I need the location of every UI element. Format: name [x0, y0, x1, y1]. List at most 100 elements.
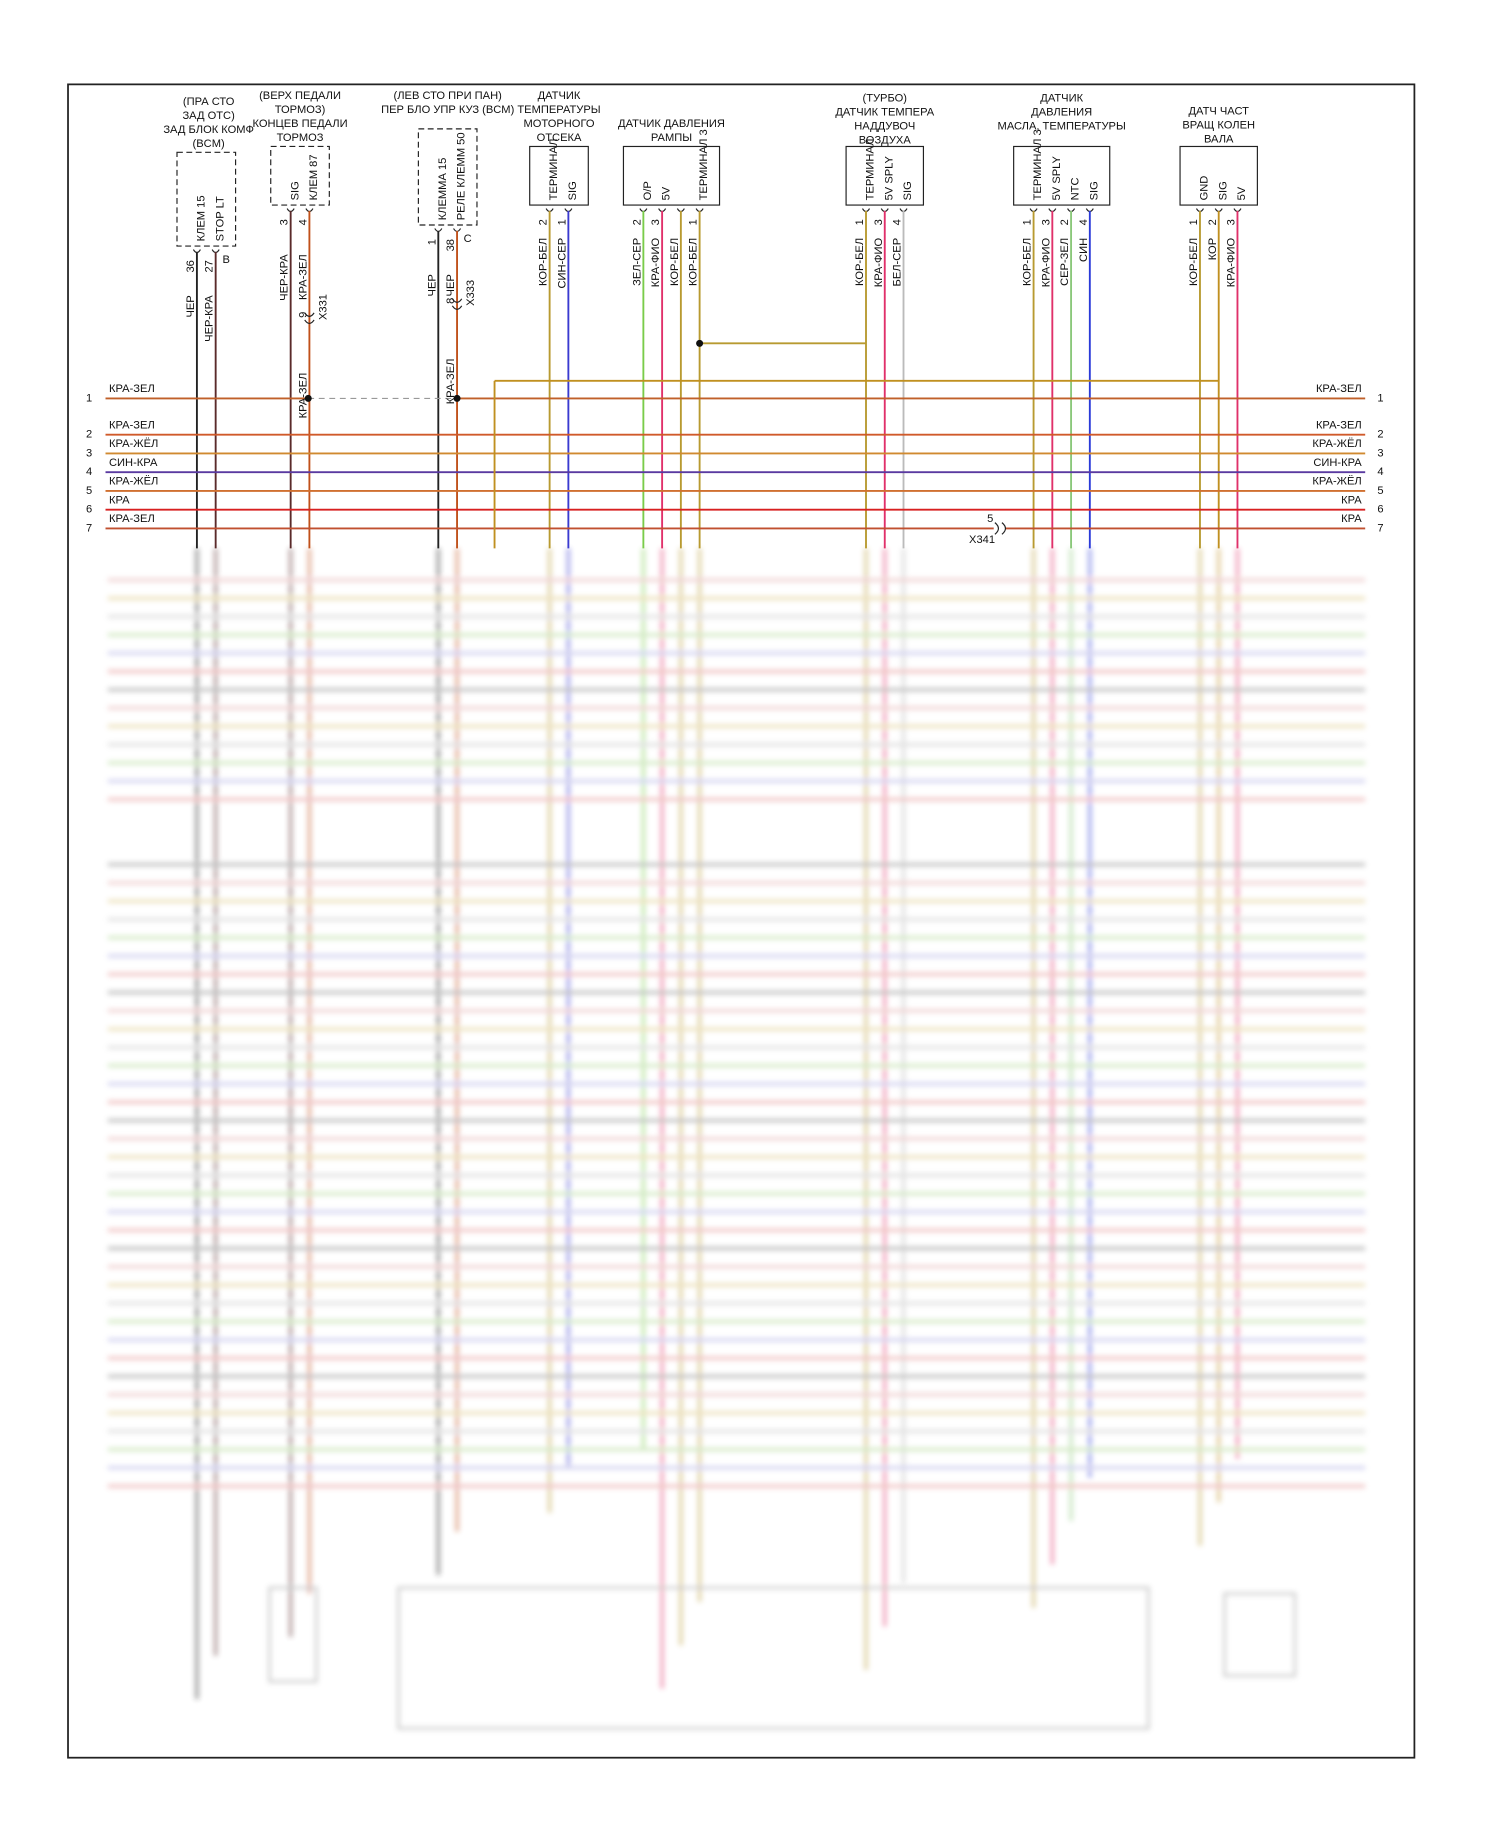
- component-title: ОТСЕКА: [537, 132, 582, 144]
- wire-label: КРА-ЗЕЛ: [297, 254, 309, 300]
- wire-label: СИН: [1078, 238, 1090, 262]
- module-box: [1223, 1592, 1297, 1677]
- inline-connector: [994, 522, 1007, 535]
- bus-number: 6: [1377, 504, 1383, 516]
- component-title: РАМПЫ: [651, 132, 692, 144]
- component-title: ДАТЧИК: [1040, 92, 1083, 104]
- bus-label: КРА-ЖЁЛ: [1312, 476, 1361, 488]
- inline-connector: [304, 312, 315, 324]
- connector-name: X333: [465, 280, 477, 306]
- wire-label: КРА-ФИО: [873, 238, 885, 288]
- pin-number: 1: [556, 219, 568, 225]
- bus-number: 2: [86, 429, 92, 441]
- component-title: ЗАД ОТС): [182, 110, 235, 122]
- bus-label: СИН-КРА: [1313, 457, 1362, 469]
- pin-name: SIG: [567, 181, 579, 200]
- pin-name: ТЕРМИНАЛ 3: [1032, 129, 1044, 200]
- bus-number: 1: [86, 392, 92, 404]
- pin-name: 5V: [1236, 186, 1248, 200]
- connector-name: X331: [317, 294, 329, 320]
- pin-name: 5V SPLY: [1051, 155, 1063, 200]
- pin-name: GND: [1199, 176, 1211, 201]
- wire-label: СИН-СЕР: [556, 238, 568, 289]
- wire-label: КОР-БЕЛ: [538, 238, 550, 286]
- component-box: [1013, 145, 1111, 206]
- pin-number: 1: [854, 219, 866, 225]
- component-title: НАДДУВОЧ: [854, 120, 915, 132]
- wire-label: КРА-ЗЕЛ: [297, 373, 309, 419]
- bus-label: КРА-ЖЁЛ: [109, 438, 158, 450]
- bus-number: 3: [1377, 447, 1383, 459]
- splice: [696, 339, 704, 347]
- bus-label: КРА-ЗЕЛ: [1316, 419, 1362, 431]
- pin-name: NTC: [1070, 178, 1082, 201]
- pin-number: 36: [185, 260, 197, 272]
- pin-name: КЛЕМ 15: [196, 195, 208, 241]
- component-box: [176, 151, 237, 247]
- splice: [453, 394, 461, 402]
- wire-label: ЗЕЛ-СЕР: [631, 238, 643, 286]
- pin-number: 2: [1059, 219, 1071, 225]
- bus-number: 4: [86, 466, 92, 478]
- bus-number: 5: [1377, 485, 1383, 497]
- component-box: [270, 145, 330, 206]
- component-title: ДАВЛЕНИЯ: [1031, 106, 1092, 118]
- pin-number: 3: [873, 219, 885, 225]
- pin-number: 4: [1078, 219, 1090, 225]
- wire-label: КОР-БЕЛ: [854, 238, 866, 286]
- bus-label: КРА-ЗЕЛ: [1316, 383, 1362, 395]
- pin-number: 3: [650, 219, 662, 225]
- wire-label: КОР-БЕЛ: [1188, 238, 1200, 286]
- component-box: [622, 145, 721, 206]
- pin-number: 1: [1022, 219, 1034, 225]
- bus-label: КРА-ЖЁЛ: [109, 476, 158, 488]
- component-title: МАСЛА, ТЕМПЕРАТУРЫ: [998, 120, 1126, 132]
- connector-name: X341: [969, 534, 995, 546]
- wire-label: КОР-БЕЛ: [1022, 238, 1034, 286]
- pin-name: SIG: [902, 181, 914, 200]
- wire-label: ЧЕР: [426, 274, 438, 296]
- component-title: ТОРМОЗ: [277, 132, 324, 144]
- bus-label: КРА-ЖЁЛ: [1312, 438, 1361, 450]
- wire-label: БЕЛ-СЕР: [892, 238, 904, 287]
- pin-number: 4: [297, 219, 309, 225]
- pin-number: 2: [631, 219, 643, 225]
- connector-pin: 9: [297, 312, 309, 318]
- pin-number: 4: [892, 219, 904, 225]
- bus-label: КРА: [1341, 494, 1362, 506]
- component-title: ВОЗДУХА: [859, 135, 912, 147]
- pin-name: ТЕРМИНАЛ: [548, 139, 560, 201]
- pin-name: SIG: [289, 181, 301, 200]
- wire-label: КОР: [1207, 238, 1219, 260]
- pin-number: 2: [1207, 219, 1219, 225]
- bus-label: КРА: [1341, 513, 1362, 525]
- component-box: [1179, 145, 1258, 206]
- pin-name: ТЕРМИНАЛ 3: [698, 129, 710, 200]
- pin-name: ТЕРМИНАЛ: [865, 139, 877, 201]
- component-box: [417, 128, 478, 226]
- connector-pin: 5: [987, 513, 993, 525]
- wire-label: ЧЕР: [185, 295, 197, 317]
- wire-label: ЧЕР-КРА: [204, 295, 216, 342]
- pin-number: 3: [1226, 219, 1238, 225]
- terminal-letter: B: [222, 254, 229, 266]
- component-title: МОТОРНОГО: [523, 118, 594, 130]
- wire-label: КОР-БЕЛ: [669, 238, 681, 286]
- pin-number: 1: [688, 219, 700, 225]
- pin-name: 5V SPLY: [883, 155, 895, 200]
- bus-number: 3: [86, 447, 92, 459]
- component-title: ДАТЧИК: [538, 90, 581, 102]
- terminal-letter: C: [464, 233, 472, 245]
- wire-label: КОР-БЕЛ: [688, 238, 700, 286]
- component-title: (BCM): [193, 138, 225, 150]
- pin-number: 1: [426, 239, 438, 245]
- upper-section: (ПРА СТО ЗАД ОТС) ЗАД БЛОК КОМФ (BCM) B КЛЕМ …: [86, 90, 1384, 549]
- pin-name: SIG: [1217, 181, 1229, 200]
- component-title: КОНЦЕВ ПЕДАЛИ: [252, 118, 347, 130]
- ecu-box: [397, 1586, 1150, 1730]
- pin-name: РЕЛЕ КЛЕММ 50: [456, 132, 468, 220]
- bus-number: 1: [1377, 392, 1383, 404]
- bus-number: 2: [1377, 429, 1383, 441]
- wire-label: КРА-ЗЕЛ: [445, 359, 457, 405]
- component-title: ПЕР БЛО УПР КУЗ (BCM): [381, 104, 515, 116]
